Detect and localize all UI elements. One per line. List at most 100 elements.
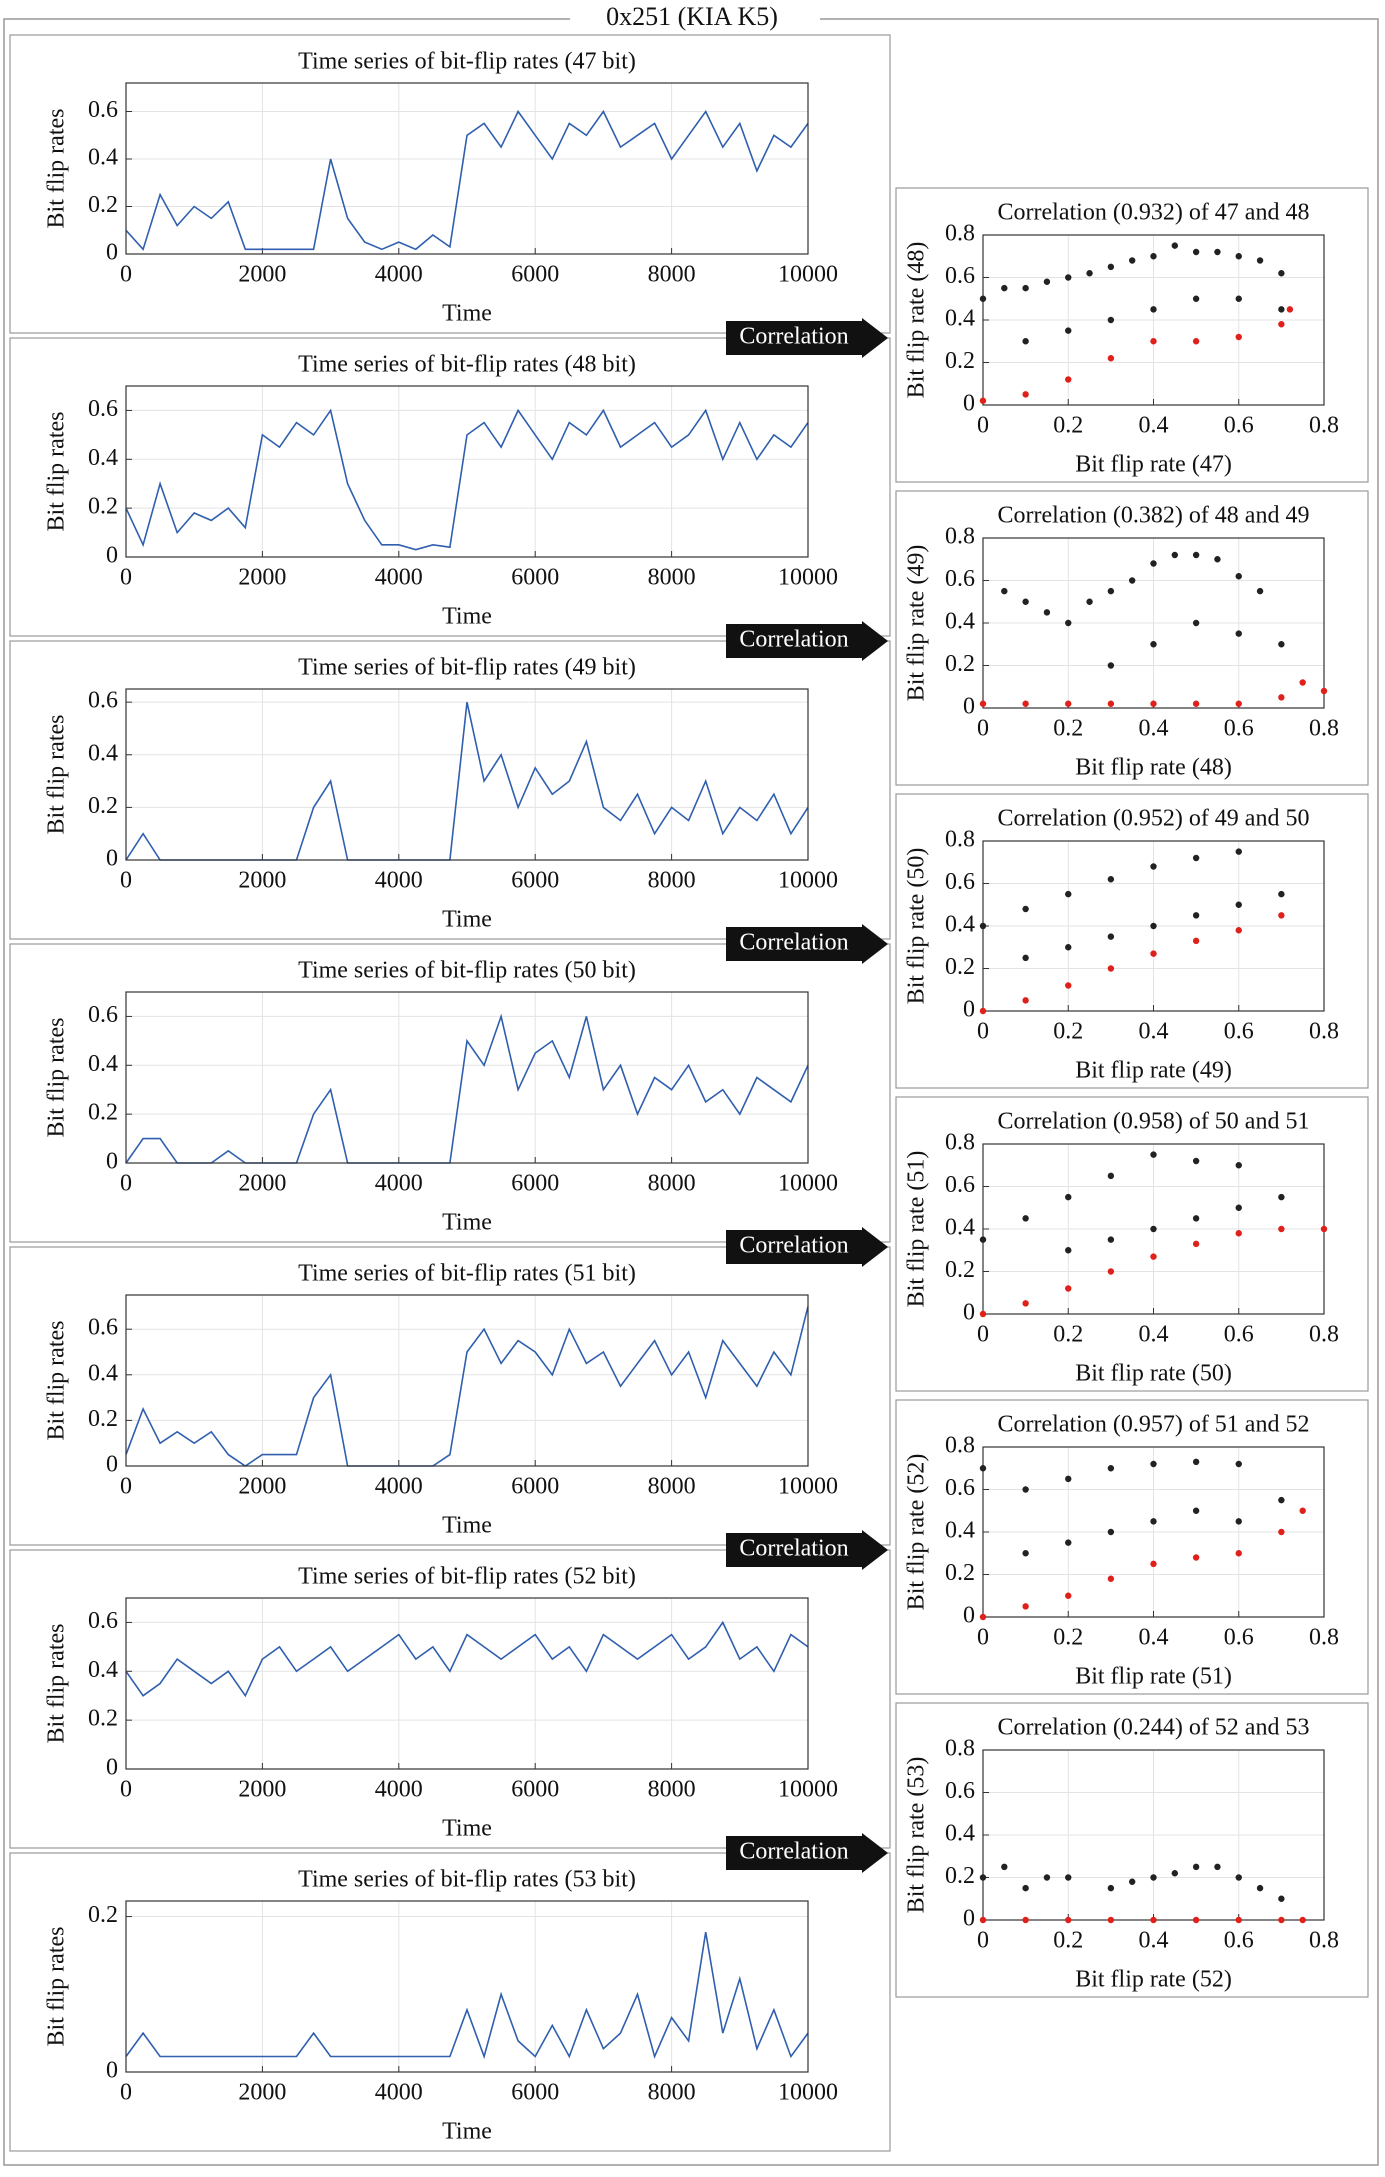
scatter-point <box>1299 1916 1306 1924</box>
axes-frame <box>125 82 809 255</box>
scatter-point <box>1107 587 1115 595</box>
x-tick-label: 0.6 <box>1224 413 1254 439</box>
scatter-point <box>1192 1554 1200 1561</box>
chart-title: Correlation (0.957) of 51 and 52 <box>998 1412 1310 1438</box>
axes-frame <box>125 1294 809 1467</box>
x-tick-label: 10000 <box>778 1171 838 1197</box>
axes-frame <box>125 1900 809 2073</box>
y-tick-label: 0.6 <box>88 1608 118 1634</box>
scatter-point <box>1192 619 1200 627</box>
x-tick-label: 0 <box>120 868 132 894</box>
panel-border <box>9 337 891 637</box>
scatter-point <box>1235 927 1242 934</box>
scatter-point <box>1192 248 1200 256</box>
y-tick-label: 0.6 <box>88 396 118 422</box>
scatter-point <box>1278 1225 1285 1233</box>
scatter-point <box>1235 630 1242 637</box>
panel-border <box>9 943 891 1243</box>
x-tick-label: 8000 <box>648 1171 696 1197</box>
scatter-point <box>1192 700 1200 707</box>
axes-frame <box>125 688 809 861</box>
scatter-point <box>1278 1895 1285 1902</box>
scatter-point <box>1107 355 1115 362</box>
scatter-point <box>1107 316 1115 324</box>
panel-border <box>895 490 1369 786</box>
scatter-point <box>1022 1300 1029 1307</box>
scatter-point <box>979 1874 987 1881</box>
chart-title: Time series of bit-flip rates (47 bit) <box>298 49 636 75</box>
scatter-point <box>1065 1874 1072 1881</box>
y-tick-label: 0.6 <box>88 97 118 123</box>
y-axis-label: Bit flip rate (51) <box>904 1151 930 1308</box>
y-tick-label: 0.8 <box>945 827 975 853</box>
scatter-point <box>1001 1863 1008 1871</box>
scatter-point <box>1150 1560 1157 1568</box>
y-tick-label: 0.8 <box>945 1433 975 1459</box>
scatter-point <box>1065 890 1072 898</box>
y-tick-label: 0.6 <box>945 869 975 895</box>
scatter-point <box>1278 912 1285 919</box>
scatter-point <box>1192 937 1200 945</box>
scatter-point <box>1192 295 1200 302</box>
plot-area <box>126 83 808 254</box>
scatter-point <box>979 1465 987 1472</box>
x-tick-label: 0 <box>977 413 989 439</box>
scatter-point <box>1192 338 1200 345</box>
scatter-point <box>1150 641 1157 648</box>
scatter-point <box>1022 700 1029 707</box>
panel-border <box>9 34 891 334</box>
scatter-point <box>1065 1247 1072 1254</box>
scatter-point <box>1192 1240 1200 1248</box>
scatter-point <box>1107 1465 1115 1472</box>
scatter-point <box>1235 1204 1242 1211</box>
x-tick-label: 0.6 <box>1224 1322 1254 1348</box>
x-tick-label: 10000 <box>778 262 838 288</box>
y-tick-label: 0.4 <box>945 306 975 332</box>
scatter-point <box>1171 1870 1179 1877</box>
y-tick-label: 0.8 <box>945 524 975 550</box>
scatter-point <box>1150 922 1157 930</box>
x-tick-label: 0.6 <box>1224 1625 1254 1651</box>
series-line <box>125 1306 809 1467</box>
arrow-box <box>726 1836 862 1870</box>
scatter-point <box>1235 848 1242 855</box>
y-tick-label: 0.4 <box>88 145 118 171</box>
y-tick-label: 0.2 <box>88 1100 118 1126</box>
scatter-point <box>1086 598 1093 605</box>
y-tick-label: 0.8 <box>945 1130 975 1156</box>
y-axis-label: Bit flip rate (50) <box>904 848 930 1005</box>
y-tick-label: 0 <box>106 1149 118 1175</box>
scatter-point <box>1214 248 1221 256</box>
scatter-point <box>1235 1874 1242 1881</box>
y-tick-label: 0.2 <box>88 1706 118 1732</box>
y-tick-label: 0 <box>963 1603 975 1629</box>
title-backdrop <box>570 4 820 34</box>
scatter-point <box>1171 551 1179 559</box>
y-tick-label: 0 <box>106 2058 118 2084</box>
scatter-point <box>1107 933 1115 940</box>
x-tick-label: 0 <box>120 1777 132 1803</box>
scatter-point <box>1128 257 1136 264</box>
x-axis-label: Time <box>442 1210 492 1236</box>
y-tick-label: 0.4 <box>945 1518 975 1544</box>
scatter-point <box>1150 863 1157 870</box>
plot-area <box>126 386 808 557</box>
scatter-point <box>1150 1151 1157 1158</box>
x-tick-label: 0.2 <box>1053 1019 1083 1045</box>
y-tick-label: 0 <box>106 543 118 569</box>
chart-title: Correlation (0.952) of 49 and 50 <box>998 806 1310 832</box>
y-tick-label: 0 <box>963 391 975 417</box>
x-tick-label: 10000 <box>778 2080 838 2106</box>
x-tick-label: 0.2 <box>1053 1322 1083 1348</box>
x-axis-label: Time <box>442 301 492 327</box>
x-tick-label: 4000 <box>375 1171 423 1197</box>
scatter-point <box>1128 1878 1136 1885</box>
x-tick-label: 0.6 <box>1224 1019 1254 1045</box>
y-tick-label: 0 <box>963 1300 975 1326</box>
scatter-point <box>1065 1916 1072 1924</box>
scatter-point <box>1022 905 1029 913</box>
y-tick-label: 0.4 <box>945 609 975 635</box>
scatter-point <box>1235 700 1242 707</box>
y-tick-label: 0 <box>106 1755 118 1781</box>
